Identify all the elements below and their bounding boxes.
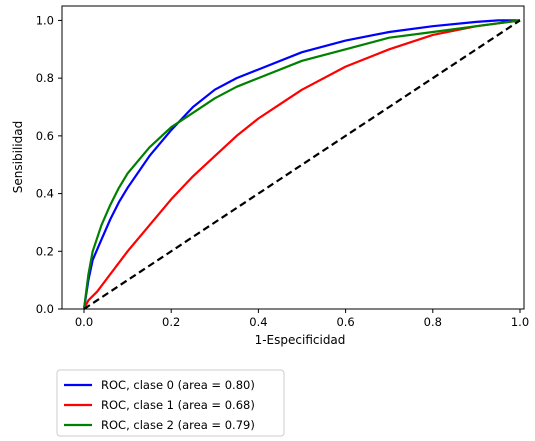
y-tick-label: 0.2 [36,244,54,258]
x-tick-label: 1.0 [511,315,529,329]
x-tick-label: 0.2 [162,315,180,329]
legend-label: ROC, clase 0 (area = 0.80) [101,378,255,392]
legend-label: ROC, clase 1 (area = 0.68) [101,398,255,412]
x-axis-label: 1-Especificidad [255,333,346,347]
y-axis-label: Sensibilidad [11,121,25,193]
legend-label: ROC, clase 2 (area = 0.79) [101,418,255,432]
x-tick-label: 0.8 [424,315,442,329]
x-tick-label: 0.6 [336,315,354,329]
plot-frame [61,5,525,310]
diagonal-reference-line [83,19,521,310]
x-tick-label: 0.0 [75,315,93,329]
legend: ROC, clase 0 (area = 0.80) ROC, clase 1 (… [64,378,255,432]
y-tick-label: 0.4 [36,187,54,201]
axis-ticks: 0.0 0.2 0.4 0.6 0.8 1.0 0.0 0.2 0.4 0.6 0.8 1.0 [36,13,529,329]
y-tick-label: 0.8 [36,71,54,85]
roc-line-2 [82,19,521,310]
y-tick-label: 1.0 [36,13,54,27]
roc-line-1 [83,19,521,310]
roc-line-0 [82,19,520,310]
y-tick-label: 0.0 [36,302,54,316]
x-tick-label: 0.4 [249,315,267,329]
y-tick-label: 0.6 [36,129,54,143]
legend-frame [56,369,285,437]
series-lines [82,19,521,310]
